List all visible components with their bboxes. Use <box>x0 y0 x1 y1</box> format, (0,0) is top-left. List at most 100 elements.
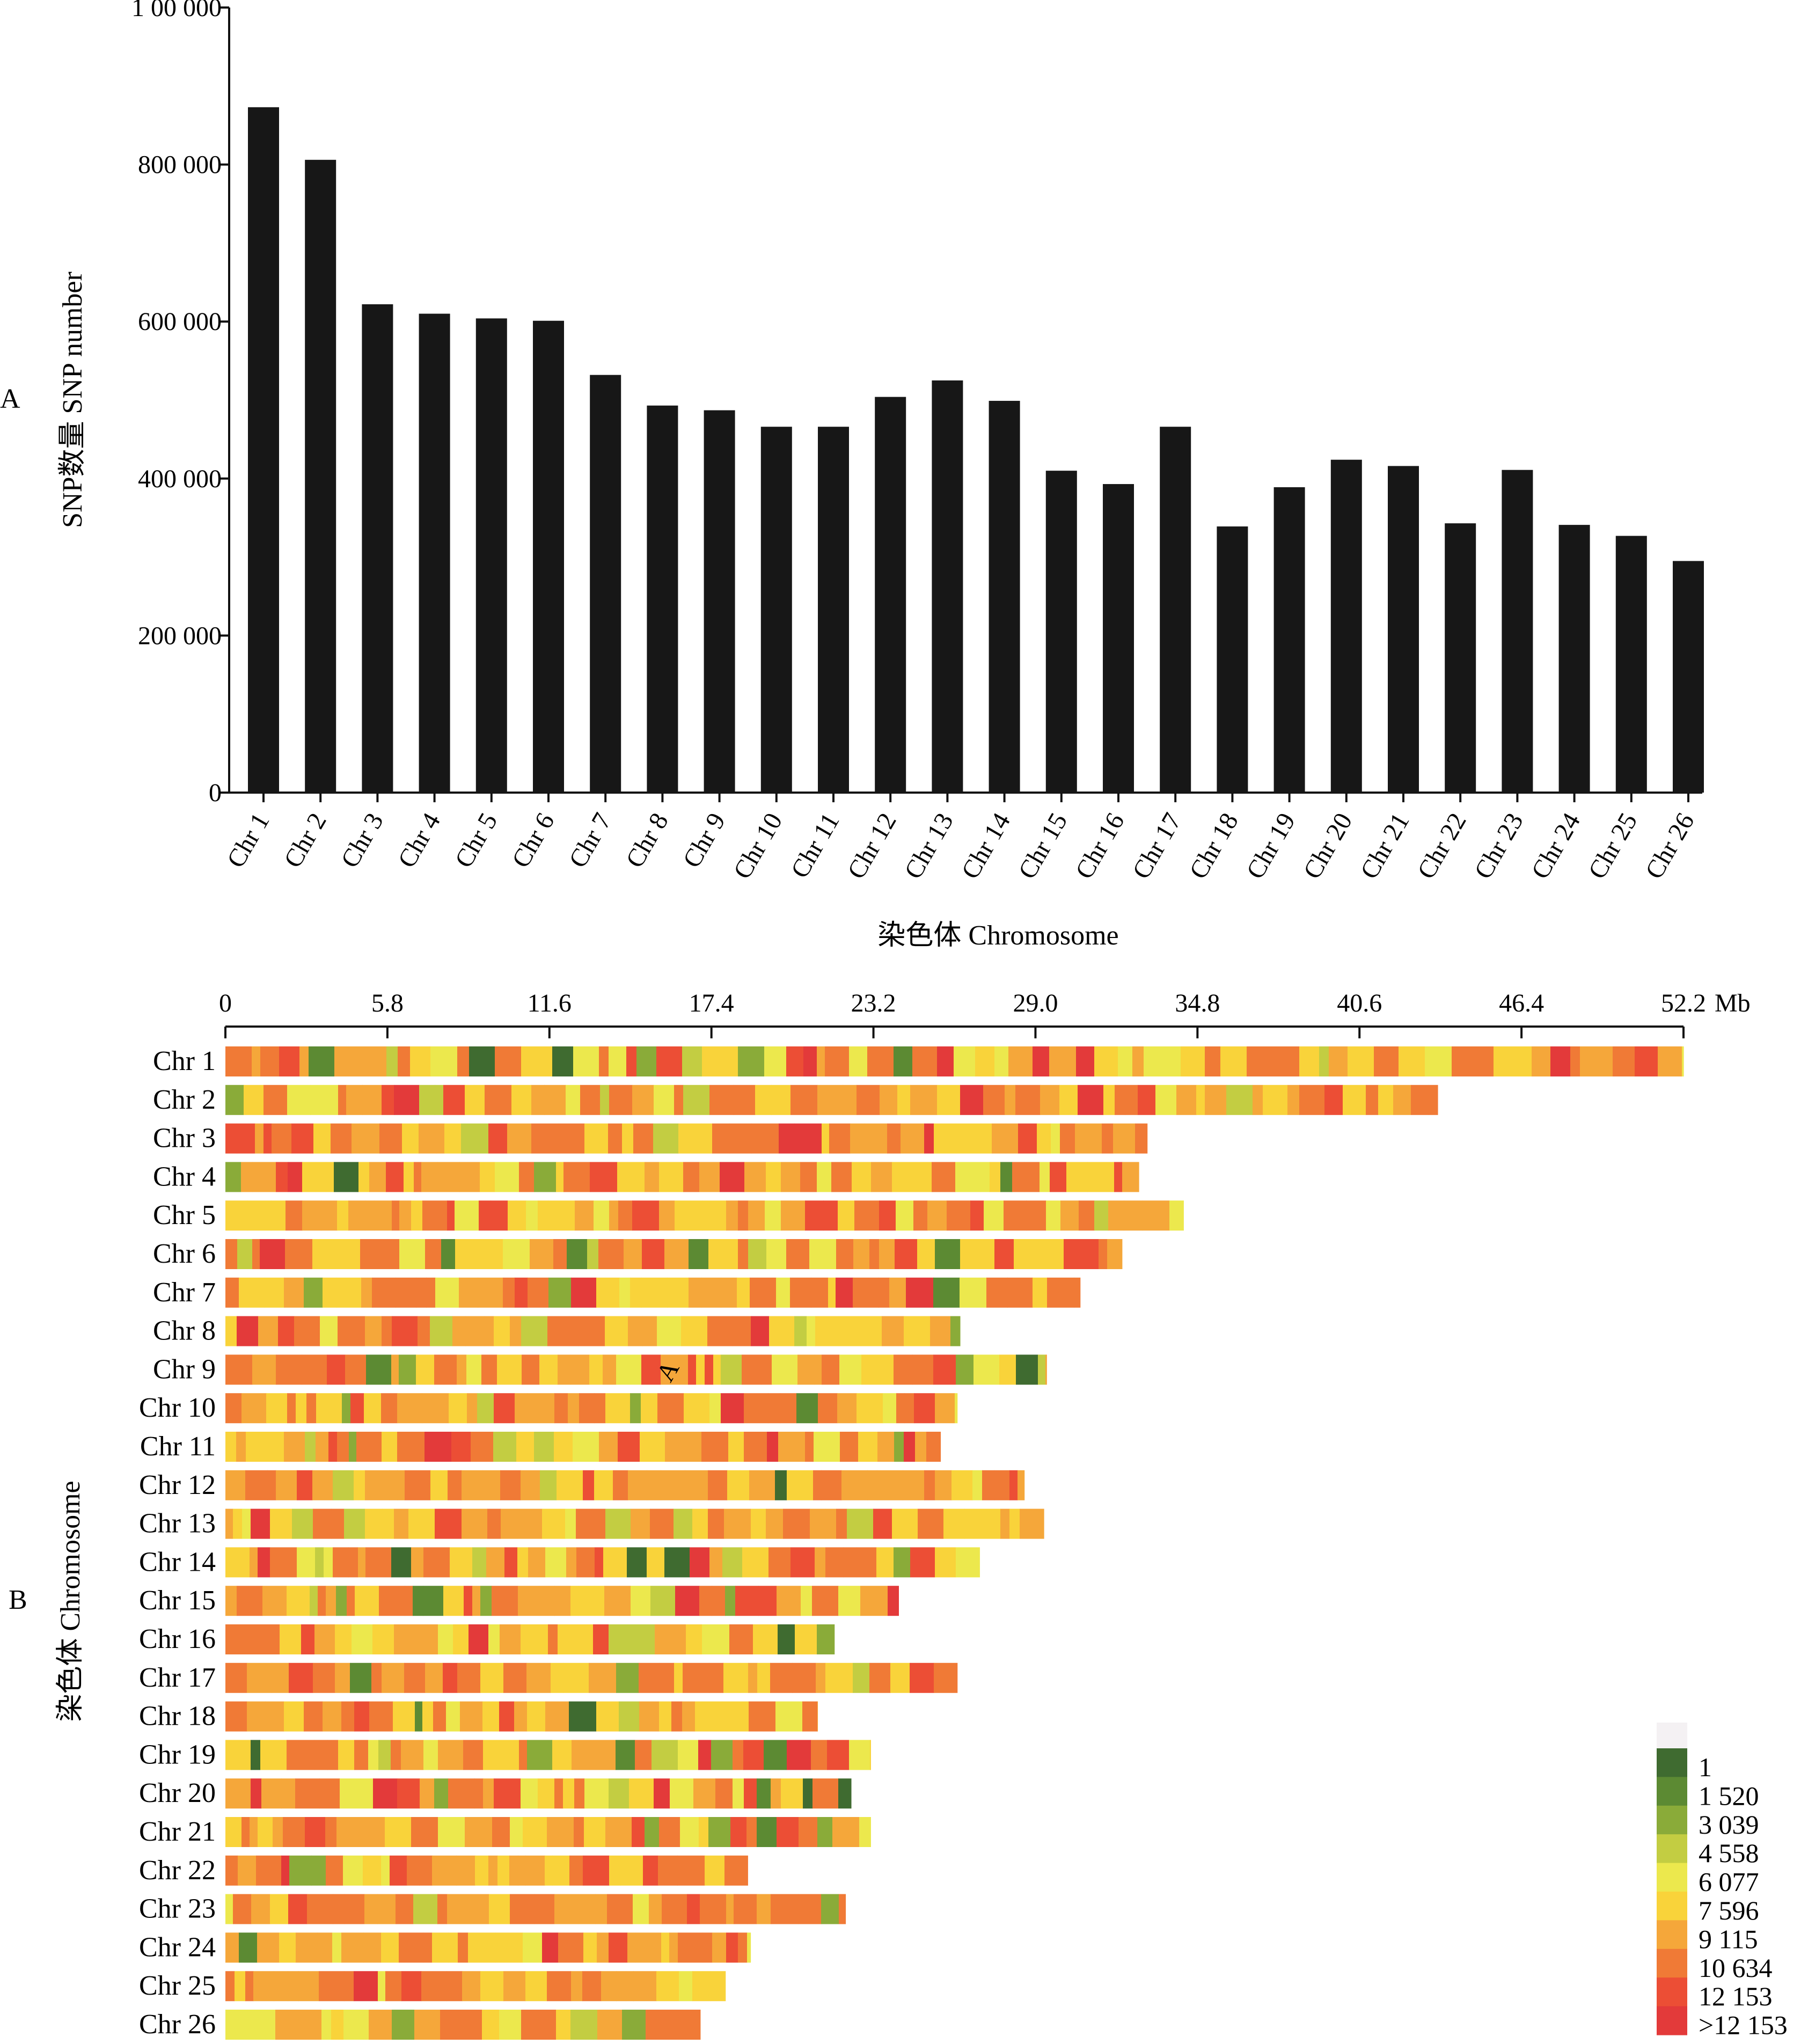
density-cell <box>396 1894 414 1924</box>
density-cell <box>609 1855 621 1886</box>
density-cell <box>980 1162 990 1192</box>
density-cell <box>548 1277 572 1308</box>
density-cell <box>233 1894 252 1924</box>
row-chr-13: Chr 13 <box>139 1508 1044 1539</box>
density-cell <box>437 1894 448 1924</box>
density-cell <box>982 1470 995 1500</box>
density-cell <box>643 1855 658 1886</box>
density-cell <box>999 1354 1016 1385</box>
density-cell <box>317 1932 333 1963</box>
density-cell <box>817 1085 843 1115</box>
density-cell <box>721 1277 737 1308</box>
chromosome-label: Chr 11 <box>140 1431 216 1462</box>
density-cell <box>225 1817 242 1847</box>
density-cell <box>1550 1046 1571 1076</box>
density-cell <box>569 1316 579 1346</box>
density-cell <box>467 1393 478 1424</box>
density-cell <box>1299 1046 1320 1076</box>
density-cell <box>381 1932 399 1963</box>
density-cell <box>457 1046 470 1076</box>
density-cell <box>797 1354 815 1385</box>
density-cell <box>894 1354 913 1385</box>
density-cell <box>288 1894 308 1924</box>
density-cell <box>853 1277 879 1308</box>
density-cell <box>659 1200 675 1231</box>
density-cell <box>693 1778 716 1809</box>
chromosome-label: Chr 18 <box>139 1701 216 1732</box>
density-cell <box>399 1239 426 1269</box>
chromosome-label: Chr 4 <box>153 1161 216 1192</box>
chromosome-label: Chr 15 <box>139 1585 216 1616</box>
density-cell <box>323 1701 342 1732</box>
density-cell <box>545 1855 553 1886</box>
density-cell <box>483 1740 497 1770</box>
density-cell <box>415 1701 423 1732</box>
density-cell <box>759 1432 767 1462</box>
density-cell <box>444 1123 462 1154</box>
density-cell <box>766 1239 787 1269</box>
density-cell <box>609 1932 628 1963</box>
density-cell <box>1268 1046 1285 1076</box>
density-cell <box>892 1162 916 1192</box>
density-cell <box>992 1354 1000 1385</box>
density-cell <box>463 1740 474 1770</box>
density-cell <box>913 1200 928 1231</box>
density-cell <box>947 1085 961 1115</box>
density-cell <box>471 1894 489 1924</box>
density-cell <box>393 1701 415 1732</box>
density-cell <box>392 2010 415 2040</box>
legend-swatch-blank <box>1657 1723 1687 1748</box>
density-cell <box>755 1085 772 1115</box>
density-cell <box>1037 1123 1051 1154</box>
density-cell <box>626 1046 637 1076</box>
density-cell <box>678 1932 703 1963</box>
density-cell <box>689 1239 709 1269</box>
density-cell <box>726 1932 738 1963</box>
density-cell <box>366 1354 392 1385</box>
density-cell <box>358 1547 366 1578</box>
density-cell <box>272 1662 289 1693</box>
density-cell <box>933 1277 960 1308</box>
density-cell <box>815 1316 839 1346</box>
density-cell <box>735 1586 759 1616</box>
density-cell <box>757 1894 771 1924</box>
density-cell <box>827 1740 850 1770</box>
density-cell <box>381 1855 390 1886</box>
density-cell <box>1009 1508 1020 1539</box>
density-cell <box>521 1316 548 1346</box>
density-cell <box>734 1894 748 1924</box>
density-cell <box>777 1586 801 1616</box>
density-cell <box>496 1740 519 1770</box>
density-cell <box>1263 1085 1288 1115</box>
density-cell <box>391 1547 412 1578</box>
row-chr-11: Chr 11 <box>140 1431 941 1462</box>
density-cell <box>686 1624 702 1654</box>
density-cell <box>225 1740 251 1770</box>
x-tick-label: Chr 1 <box>222 808 275 873</box>
density-cell <box>399 1200 412 1231</box>
density-cell <box>879 1200 896 1231</box>
density-cell <box>453 1624 469 1654</box>
density-cell <box>699 1162 720 1192</box>
density-cell <box>994 1470 1010 1500</box>
density-cell <box>394 1508 409 1539</box>
density-cell <box>284 1277 304 1308</box>
density-cell <box>810 1508 826 1539</box>
panel-a-letter: A <box>0 384 20 414</box>
density-cell <box>814 1354 822 1385</box>
y-tick-label: 0 <box>209 779 222 807</box>
density-cell <box>239 1932 258 1963</box>
density-cell <box>331 2010 344 2040</box>
density-cell <box>462 1508 488 1539</box>
density-cell <box>605 1316 628 1346</box>
panel-a-x-axis-title: 染色体 Chromosome <box>877 920 1118 951</box>
density-cell <box>455 1239 483 1269</box>
density-cell <box>455 1200 479 1231</box>
density-cell <box>641 1277 668 1308</box>
density-cell <box>365 1200 375 1231</box>
density-cell <box>462 1470 483 1500</box>
density-cell <box>790 1200 806 1231</box>
density-cell <box>516 1200 526 1231</box>
density-cell <box>1018 1470 1025 1500</box>
density-cell <box>796 1393 818 1424</box>
